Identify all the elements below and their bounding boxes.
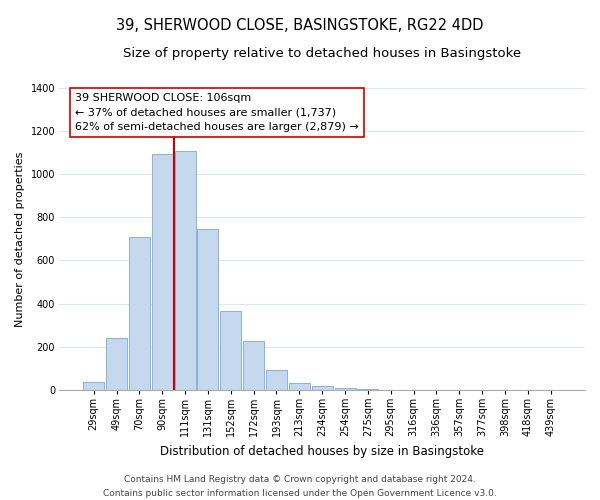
Bar xyxy=(175,150,196,390)
Bar xyxy=(311,386,332,390)
Bar xyxy=(152,154,173,390)
Bar xyxy=(106,338,127,390)
Text: 39 SHERWOOD CLOSE: 106sqm
← 37% of detached houses are smaller (1,737)
62% of se: 39 SHERWOOD CLOSE: 106sqm ← 37% of detac… xyxy=(75,92,359,132)
Bar xyxy=(358,389,379,390)
X-axis label: Distribution of detached houses by size in Basingstoke: Distribution of detached houses by size … xyxy=(160,444,484,458)
Title: Size of property relative to detached houses in Basingstoke: Size of property relative to detached ho… xyxy=(123,48,521,60)
Bar xyxy=(266,370,287,390)
Bar xyxy=(197,229,218,390)
Bar xyxy=(335,388,356,390)
Bar xyxy=(129,236,150,390)
Bar xyxy=(220,311,241,390)
Bar xyxy=(243,341,264,390)
Bar xyxy=(83,382,104,390)
Bar xyxy=(289,383,310,390)
Text: Contains HM Land Registry data © Crown copyright and database right 2024.
Contai: Contains HM Land Registry data © Crown c… xyxy=(103,476,497,498)
Y-axis label: Number of detached properties: Number of detached properties xyxy=(15,151,25,326)
Text: 39, SHERWOOD CLOSE, BASINGSTOKE, RG22 4DD: 39, SHERWOOD CLOSE, BASINGSTOKE, RG22 4D… xyxy=(116,18,484,32)
